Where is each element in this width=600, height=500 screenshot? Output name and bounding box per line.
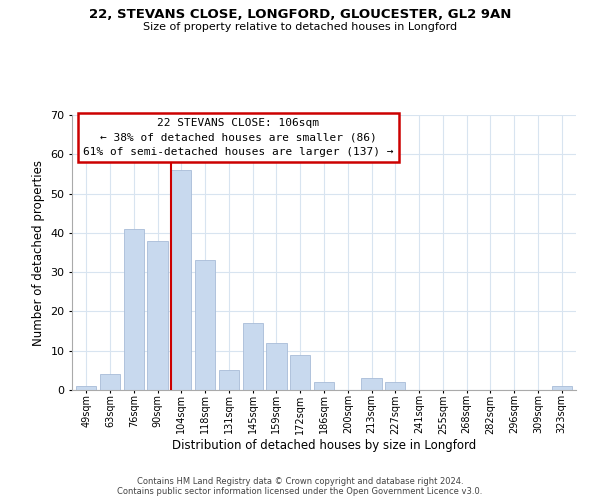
Bar bbox=[148, 240, 167, 390]
X-axis label: Distribution of detached houses by size in Longford: Distribution of detached houses by size … bbox=[172, 439, 476, 452]
Bar bbox=[219, 370, 239, 390]
Y-axis label: Number of detached properties: Number of detached properties bbox=[32, 160, 44, 346]
Bar bbox=[290, 354, 310, 390]
Text: 22 STEVANS CLOSE: 106sqm
← 38% of detached houses are smaller (86)
61% of semi-d: 22 STEVANS CLOSE: 106sqm ← 38% of detach… bbox=[83, 118, 394, 156]
Bar bbox=[361, 378, 382, 390]
Bar bbox=[314, 382, 334, 390]
Bar bbox=[195, 260, 215, 390]
Text: Contains HM Land Registry data © Crown copyright and database right 2024.: Contains HM Land Registry data © Crown c… bbox=[137, 478, 463, 486]
Text: Size of property relative to detached houses in Longford: Size of property relative to detached ho… bbox=[143, 22, 457, 32]
Bar bbox=[171, 170, 191, 390]
Bar bbox=[124, 229, 144, 390]
Bar bbox=[385, 382, 406, 390]
Bar bbox=[551, 386, 572, 390]
Text: Contains public sector information licensed under the Open Government Licence v3: Contains public sector information licen… bbox=[118, 488, 482, 496]
Bar bbox=[266, 343, 287, 390]
Text: 22, STEVANS CLOSE, LONGFORD, GLOUCESTER, GL2 9AN: 22, STEVANS CLOSE, LONGFORD, GLOUCESTER,… bbox=[89, 8, 511, 20]
Bar bbox=[100, 374, 120, 390]
Bar bbox=[242, 323, 263, 390]
Bar bbox=[76, 386, 97, 390]
